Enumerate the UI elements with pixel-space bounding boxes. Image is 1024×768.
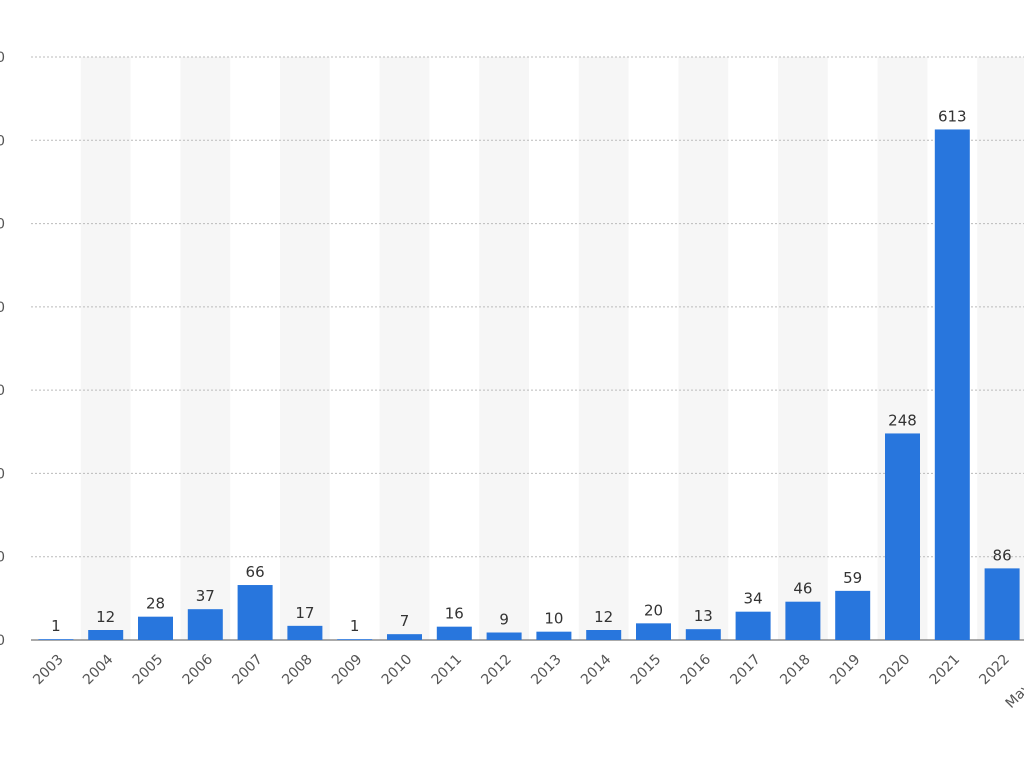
y-tick-label: 700 bbox=[0, 50, 5, 66]
bar bbox=[237, 585, 273, 640]
x-tick-label: 2019 bbox=[827, 652, 864, 689]
x-tick-label: 2012 bbox=[478, 652, 515, 689]
x-tick-label: 2018 bbox=[777, 652, 814, 689]
value-label: 9 bbox=[499, 611, 509, 629]
x-tick-label: 2011 bbox=[429, 652, 466, 689]
bar bbox=[88, 630, 124, 640]
value-label: 7 bbox=[400, 612, 410, 630]
bar bbox=[984, 568, 1020, 640]
stripe bbox=[578, 57, 629, 640]
x-tick-label: 2013 bbox=[528, 652, 565, 689]
bar bbox=[387, 634, 422, 640]
value-label: 34 bbox=[744, 590, 763, 608]
x-tick-label: 2015 bbox=[628, 652, 665, 689]
x-tick-label: 2017 bbox=[727, 652, 764, 689]
value-label: 37 bbox=[196, 587, 215, 605]
bar bbox=[735, 611, 771, 640]
value-label: 46 bbox=[793, 580, 812, 598]
stripe bbox=[778, 57, 828, 640]
x-tick-label: 2022 bbox=[976, 652, 1013, 689]
x-tick-label: 2009 bbox=[329, 652, 366, 689]
y-tick-label: 0 bbox=[0, 633, 5, 649]
bar bbox=[586, 630, 622, 640]
value-label: 1 bbox=[51, 617, 61, 635]
bar bbox=[436, 626, 472, 640]
x-tick-label: 2006 bbox=[180, 651, 217, 688]
y-tick-label: 600 bbox=[0, 133, 5, 149]
bar bbox=[934, 129, 970, 641]
value-label: 10 bbox=[544, 610, 563, 628]
y-tick-label: 400 bbox=[0, 300, 5, 316]
stripe bbox=[80, 57, 131, 640]
value-label: 248 bbox=[888, 411, 917, 429]
value-label: 613 bbox=[938, 107, 967, 125]
bar bbox=[785, 601, 821, 640]
bar bbox=[287, 625, 323, 640]
x-tick-label: 2014 bbox=[578, 651, 615, 688]
x-tick-label: 2016 bbox=[678, 651, 715, 688]
bar bbox=[885, 433, 920, 640]
stripe bbox=[280, 57, 330, 640]
bar bbox=[636, 623, 671, 640]
stripe bbox=[977, 57, 1024, 640]
x-tick-label: 2005 bbox=[130, 652, 167, 689]
value-label: 20 bbox=[644, 601, 663, 619]
x-tick-label: 2003 bbox=[30, 652, 67, 689]
stripe bbox=[678, 57, 729, 640]
y-tick-label: 500 bbox=[0, 217, 5, 233]
x-tick-label: 2004 bbox=[80, 651, 117, 688]
value-label: 17 bbox=[295, 604, 314, 622]
value-label: 59 bbox=[843, 569, 862, 587]
stripe bbox=[180, 57, 231, 640]
bar bbox=[187, 609, 223, 640]
value-label: 66 bbox=[246, 563, 265, 581]
bar bbox=[38, 639, 74, 640]
value-label: 28 bbox=[146, 595, 165, 613]
x-tick-label: 2007 bbox=[229, 652, 266, 689]
value-label: 16 bbox=[445, 605, 464, 623]
value-label: 86 bbox=[993, 546, 1012, 564]
value-label: 12 bbox=[96, 608, 115, 626]
bar bbox=[337, 639, 373, 640]
bar bbox=[138, 616, 173, 640]
value-label: 1 bbox=[350, 617, 360, 635]
y-tick-label: 100 bbox=[0, 550, 5, 566]
stripe bbox=[479, 57, 529, 640]
x-tick-label: 2008 bbox=[279, 652, 316, 689]
bar bbox=[835, 590, 871, 640]
value-label: 13 bbox=[694, 607, 713, 625]
bar bbox=[486, 632, 522, 640]
stripe bbox=[379, 57, 430, 640]
bar bbox=[685, 629, 721, 640]
y-tick-label: 200 bbox=[0, 466, 5, 482]
x-tick-label: 2010 bbox=[379, 652, 416, 689]
x-tick-label: 2021 bbox=[927, 652, 964, 689]
x-tick-label: 2020 bbox=[877, 652, 914, 689]
bar bbox=[536, 631, 572, 640]
y-tick-label: 300 bbox=[0, 383, 5, 399]
value-label: 12 bbox=[594, 608, 613, 626]
